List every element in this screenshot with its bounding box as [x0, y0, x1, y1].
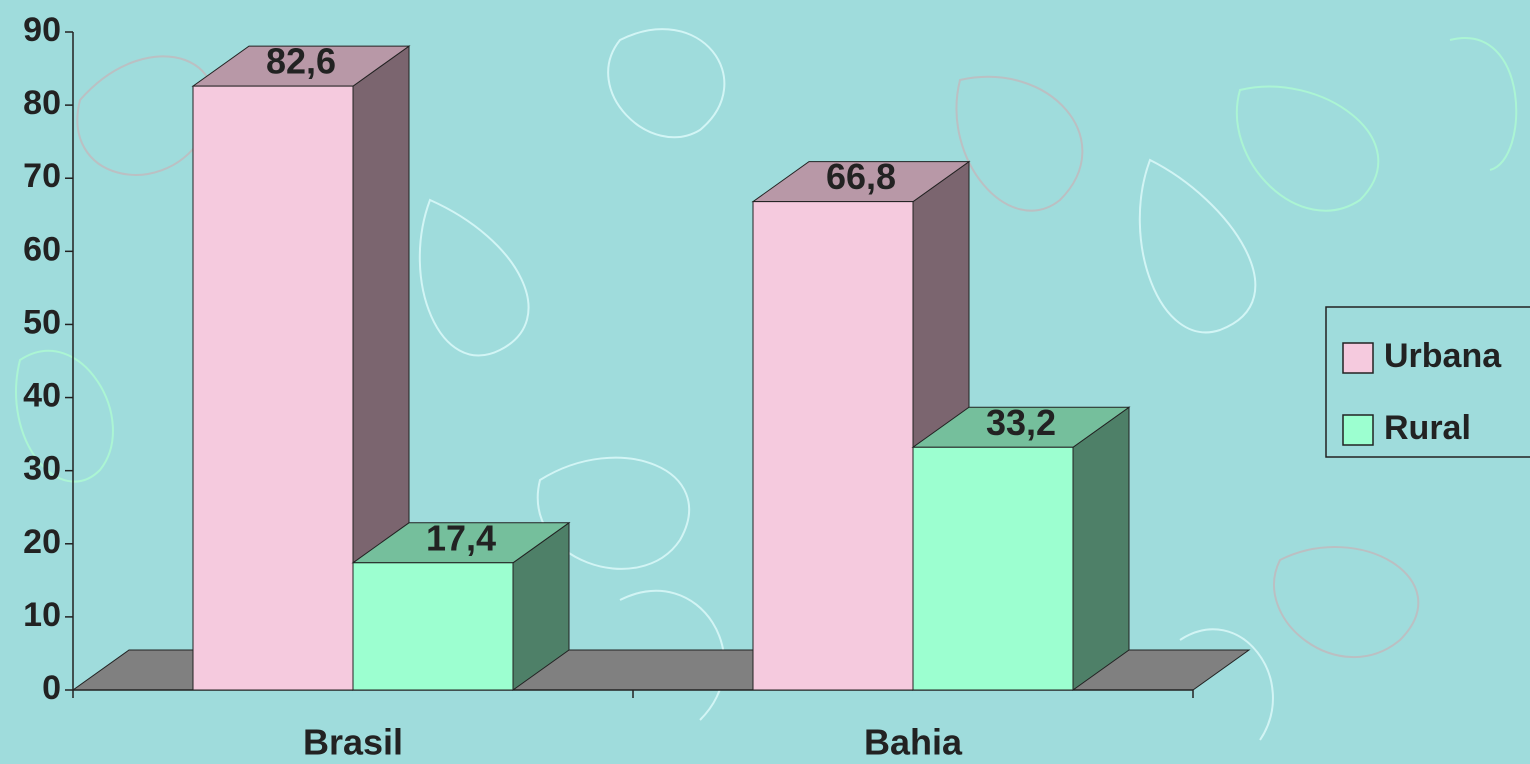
legend-label: Rural — [1384, 409, 1471, 447]
data-label: 17,4 — [426, 517, 496, 558]
y-tick-label: 30 — [23, 450, 61, 488]
x-tick-label: Brasil — [303, 722, 403, 763]
x-tick-label: Bahia — [864, 722, 963, 763]
legend-label: Urbana — [1384, 337, 1502, 375]
y-tick-label: 70 — [23, 157, 61, 195]
y-tick-label: 20 — [23, 523, 61, 561]
y-tick-label: 60 — [23, 230, 61, 268]
data-label: 66,8 — [826, 156, 896, 197]
bar — [752, 201, 914, 691]
y-tick-label: 10 — [23, 596, 61, 634]
y-tick-label: 0 — [42, 669, 61, 707]
data-label: 82,6 — [266, 41, 336, 82]
data-label: 33,2 — [986, 402, 1056, 443]
bar-side — [1072, 406, 1130, 691]
bar — [912, 446, 1074, 691]
background-pattern — [15, 28, 1518, 741]
y-tick-label: 40 — [23, 377, 61, 415]
bar — [192, 85, 354, 691]
legend-swatch — [1342, 414, 1374, 446]
y-tick-label: 90 — [23, 11, 61, 49]
bar — [352, 562, 514, 691]
legend-swatch — [1342, 342, 1374, 374]
y-tick-label: 50 — [23, 303, 61, 341]
y-tick-label: 80 — [23, 84, 61, 122]
